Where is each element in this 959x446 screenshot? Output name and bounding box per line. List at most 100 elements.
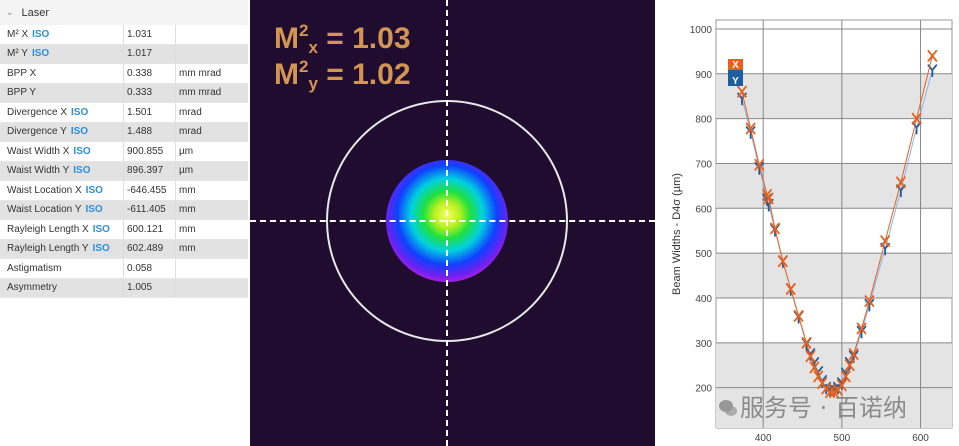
param-value: 0.338 bbox=[124, 64, 176, 83]
param-unit: mrad bbox=[179, 126, 202, 138]
data-point-x bbox=[777, 255, 788, 268]
table-row: Rayleigh Length Y ISO 602.489 mm bbox=[0, 239, 248, 259]
param-name: Divergence X ISO bbox=[0, 103, 124, 122]
param-label: Rayleigh Length Y bbox=[7, 243, 89, 255]
param-label: Rayleigh Length X bbox=[7, 223, 89, 235]
table-row: Rayleigh Length X ISO 600.121 mm bbox=[0, 220, 248, 240]
param-value: 1.005 bbox=[124, 278, 176, 297]
legend-swatch-y bbox=[728, 70, 743, 86]
legend-label: Y bbox=[732, 76, 739, 87]
table-row: Waist Location Y ISO -611.405 mm bbox=[0, 200, 248, 220]
param-value: 896.397 bbox=[124, 161, 176, 180]
table-row: M² X ISO 1.031 bbox=[0, 25, 248, 45]
param-name: M² X ISO bbox=[0, 25, 124, 44]
data-point-x bbox=[785, 283, 796, 295]
data-point-x bbox=[801, 336, 812, 349]
y-tick-label: 1000 bbox=[690, 25, 713, 36]
data-point-x bbox=[770, 222, 780, 235]
data-point-x bbox=[763, 192, 774, 205]
wechat-icon bbox=[719, 400, 737, 416]
data-point-x bbox=[840, 370, 851, 383]
y-tick-label: 500 bbox=[695, 249, 712, 260]
param-name: BPP Y bbox=[0, 83, 124, 102]
param-value: 1.501 bbox=[124, 103, 176, 122]
iso-link[interactable]: ISO bbox=[85, 204, 103, 216]
y-tick-label: 600 bbox=[695, 204, 712, 215]
param-name: M² Y ISO bbox=[0, 44, 124, 63]
iso-link[interactable]: ISO bbox=[73, 145, 91, 157]
table-row: Astigmatism 0.058 bbox=[0, 259, 248, 279]
table-row: Divergence Y ISO 1.488 mrad bbox=[0, 122, 248, 142]
y-tick-label: 300 bbox=[695, 339, 712, 350]
param-unit: mm bbox=[179, 243, 196, 255]
iso-link[interactable]: ISO bbox=[31, 48, 50, 60]
param-name: Astigmatism bbox=[0, 259, 124, 278]
x-tick-label: 600 bbox=[912, 433, 929, 444]
param-value: 0.333 bbox=[124, 83, 176, 102]
data-point-x bbox=[927, 49, 938, 62]
param-name: Rayleigh Length X ISO bbox=[0, 220, 124, 239]
data-point-y bbox=[911, 121, 922, 135]
data-point-x bbox=[836, 379, 847, 392]
group-title: Laser bbox=[21, 6, 50, 19]
x-tick-label: 500 bbox=[834, 433, 851, 444]
param-label: M² X bbox=[7, 28, 29, 40]
grid-band bbox=[716, 163, 952, 209]
table-row: BPP X 0.338 mm mrad bbox=[0, 64, 248, 84]
param-label: Asymmetry bbox=[7, 282, 57, 294]
data-point-x bbox=[911, 112, 922, 125]
param-label: Waist Location Y bbox=[7, 204, 82, 216]
data-point-y bbox=[864, 298, 875, 312]
param-label: Waist Width Y bbox=[7, 165, 70, 177]
param-value: -611.405 bbox=[124, 200, 176, 219]
iso-link[interactable]: ISO bbox=[71, 106, 89, 118]
y-tick-label: 700 bbox=[695, 159, 712, 170]
legend-swatch-x bbox=[728, 59, 743, 70]
y-tick-label: 200 bbox=[695, 384, 712, 395]
param-value: 600.121 bbox=[124, 220, 176, 239]
grid-band bbox=[716, 342, 952, 388]
legend-label: X bbox=[732, 60, 739, 71]
param-name: BPP X bbox=[0, 64, 124, 83]
data-point-x bbox=[805, 350, 816, 363]
iso-link[interactable]: ISO bbox=[92, 223, 110, 235]
iso-link[interactable]: ISO bbox=[85, 184, 103, 196]
table-row: BPP Y 0.333 mm mrad bbox=[0, 83, 248, 103]
data-point-x bbox=[844, 359, 855, 372]
data-point-x bbox=[864, 295, 875, 308]
y-tick-label: 800 bbox=[695, 115, 712, 126]
grid-band bbox=[716, 73, 952, 119]
laser-group-header[interactable]: ⌄ Laser bbox=[0, 0, 248, 25]
data-point-y bbox=[856, 325, 867, 339]
y-tick-label: 400 bbox=[695, 294, 712, 305]
data-point-x bbox=[745, 122, 756, 135]
param-value: 602.489 bbox=[124, 239, 176, 258]
data-point-x bbox=[895, 176, 906, 189]
param-value: 900.855 bbox=[124, 142, 176, 161]
param-unit: mm bbox=[179, 223, 196, 235]
iso-link[interactable]: ISO bbox=[70, 126, 89, 138]
param-name: Waist Width Y ISO bbox=[0, 161, 124, 180]
param-unit: mm mrad bbox=[179, 87, 222, 99]
y-tick-label: 900 bbox=[695, 70, 712, 81]
param-value: 0.058 bbox=[124, 259, 176, 278]
iso-link[interactable]: ISO bbox=[73, 165, 91, 177]
param-name: Asymmetry bbox=[0, 278, 124, 297]
param-unit: µm bbox=[179, 165, 194, 177]
data-point-x bbox=[813, 370, 824, 383]
m2y-label: M2y = 1.02 bbox=[274, 57, 411, 93]
param-name: Divergence Y ISO bbox=[0, 122, 124, 141]
table-row: Waist Width X ISO 900.855 µm bbox=[0, 142, 248, 162]
iso-link[interactable]: ISO bbox=[32, 28, 50, 40]
chevron-down-icon: ⌄ bbox=[6, 7, 14, 17]
param-label: BPP Y bbox=[7, 87, 37, 99]
data-point-x bbox=[848, 348, 859, 360]
param-unit: mrad bbox=[179, 106, 202, 118]
data-point-y bbox=[745, 126, 756, 139]
data-point-x bbox=[825, 386, 835, 399]
iso-link[interactable]: ISO bbox=[92, 243, 110, 255]
laser-results-panel: ⌄ Laser M² X ISO 1.031 M² Y ISO 1.017 BPP X 0.33… bbox=[0, 0, 248, 446]
param-value: 1.017 bbox=[124, 44, 176, 63]
param-label: Divergence X bbox=[7, 106, 68, 118]
m2x-label: M2x = 1.03 bbox=[274, 21, 411, 57]
